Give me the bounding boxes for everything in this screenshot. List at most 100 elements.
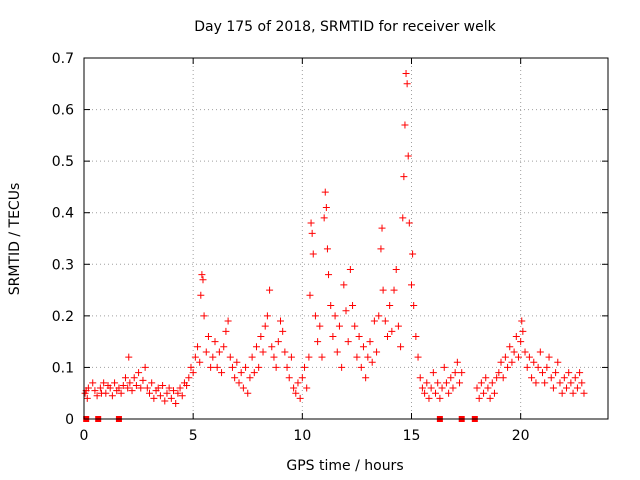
data-point	[119, 381, 127, 389]
data-point	[283, 363, 291, 371]
data-point	[342, 307, 350, 315]
data-point	[573, 384, 581, 392]
data-point	[344, 338, 352, 346]
data-point	[325, 271, 333, 279]
data-point	[130, 374, 138, 382]
data-point	[250, 369, 258, 377]
data-point	[510, 348, 518, 356]
data-point	[523, 363, 531, 371]
data-point	[163, 389, 171, 397]
data-point	[409, 250, 417, 258]
data-point	[117, 389, 125, 397]
data-point	[187, 363, 195, 371]
data-point	[239, 384, 247, 392]
data-point	[237, 369, 245, 377]
data-point	[294, 379, 302, 387]
data-point	[381, 317, 389, 325]
data-point	[194, 343, 202, 351]
data-point	[368, 358, 376, 366]
data-point	[255, 363, 263, 371]
data-point	[449, 384, 457, 392]
data-point	[235, 379, 243, 387]
data-point	[353, 353, 361, 361]
data-point	[400, 173, 408, 181]
data-point	[290, 384, 298, 392]
data-point	[580, 389, 588, 397]
data-point	[486, 394, 494, 402]
data-point	[518, 317, 526, 325]
data-point	[115, 384, 123, 392]
data-point	[285, 374, 293, 382]
data-point	[125, 353, 133, 361]
data-point	[438, 384, 446, 392]
data-point	[89, 379, 97, 387]
data-point	[321, 188, 329, 196]
data-point	[571, 374, 579, 382]
data-point	[408, 281, 415, 289]
data-point	[357, 363, 365, 371]
data-point	[200, 312, 208, 320]
data-point	[545, 353, 553, 361]
data-point	[196, 358, 204, 366]
data-point	[320, 214, 328, 222]
data-point	[102, 389, 110, 397]
data-point	[100, 379, 108, 387]
data-point	[303, 384, 311, 392]
data-point	[308, 229, 316, 237]
data-point	[427, 384, 435, 392]
data-point	[161, 397, 169, 405]
data-point	[456, 379, 464, 387]
data-point	[331, 312, 339, 320]
data-point	[404, 152, 412, 160]
x-tick-label: 5	[189, 428, 198, 444]
data-point	[388, 327, 396, 335]
data-point	[578, 379, 586, 387]
data-point	[519, 327, 527, 335]
y-axis-label: SRMTID / TECUs	[7, 183, 23, 296]
data-point	[490, 389, 498, 397]
data-point	[379, 286, 387, 294]
data-point	[154, 384, 162, 392]
data-point	[91, 387, 99, 395]
data-point	[499, 374, 507, 382]
data-point	[549, 384, 557, 392]
data-point	[556, 379, 564, 387]
data-point	[174, 389, 182, 397]
data-point	[159, 381, 167, 389]
data-point	[215, 348, 223, 356]
data-point	[394, 322, 402, 330]
data-point	[309, 250, 317, 258]
data-point	[525, 353, 533, 361]
y-tick-label: 0.4	[52, 206, 74, 222]
y-tick-label: 0.6	[52, 103, 74, 119]
data-point	[139, 376, 147, 384]
data-point	[327, 302, 335, 310]
data-point	[141, 363, 149, 371]
data-point	[362, 374, 370, 382]
data-point	[176, 384, 184, 392]
data-point	[124, 384, 132, 392]
data-point	[146, 389, 153, 397]
data-point	[576, 369, 584, 377]
data-point	[495, 369, 503, 377]
data-point	[349, 302, 357, 310]
data-point	[432, 389, 440, 397]
y-tick-label: 0.5	[52, 154, 74, 170]
data-point	[333, 348, 341, 356]
data-point	[541, 379, 549, 387]
data-point	[429, 369, 437, 377]
data-point	[183, 381, 191, 389]
data-point	[563, 384, 571, 392]
data-point	[378, 224, 386, 232]
data-point	[335, 322, 343, 330]
data-point	[397, 343, 405, 351]
data-point	[211, 338, 219, 346]
data-point	[301, 363, 309, 371]
data-point	[512, 332, 520, 340]
data-point	[440, 363, 448, 371]
data-point	[274, 338, 282, 346]
data-point	[248, 353, 256, 361]
data-point	[209, 353, 217, 361]
data-point	[224, 317, 232, 325]
data-point	[84, 384, 92, 392]
